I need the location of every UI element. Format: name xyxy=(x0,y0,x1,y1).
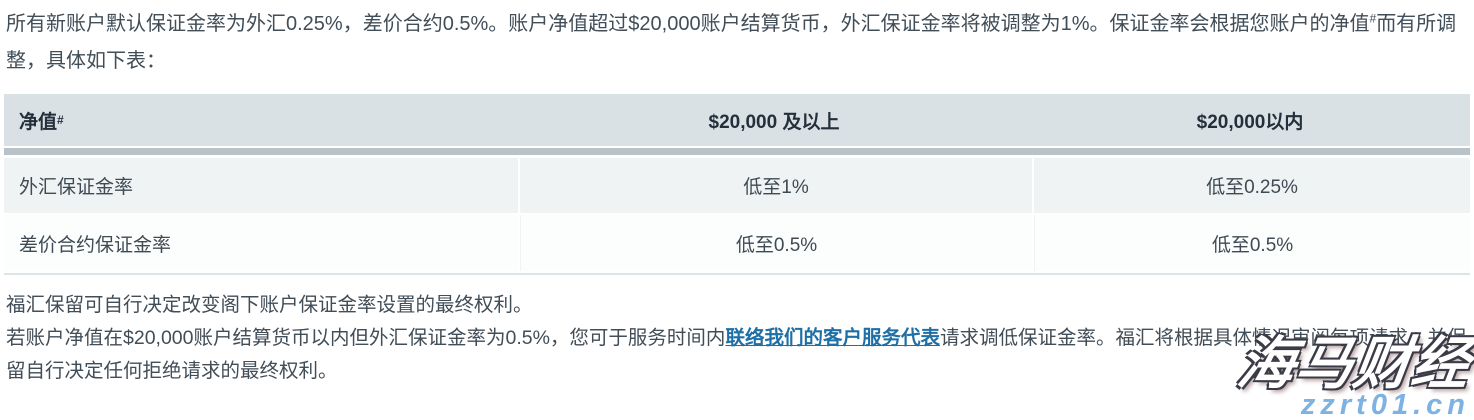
header-within-20000: $20,000以内 xyxy=(1196,111,1304,133)
row-label-forex-margin: 外汇保证金率 xyxy=(4,158,518,213)
table-bottom-border xyxy=(4,273,1470,275)
footer-text-after-link: 请求调低保证金率。福汇将根据具体情况审阅每项请求，并保留自行决定任何拒绝请求的最… xyxy=(6,327,1467,382)
net-value-footnote-marker: # xyxy=(1369,11,1377,26)
table-header-row: 净值 # $20,000 及以上 $20,000以内 xyxy=(4,94,1470,146)
footer-rights-line: 福汇保留可自行决定改变阁下账户保证金率设置的最终权利。 xyxy=(6,294,533,316)
header-net-value: 净值 # xyxy=(4,94,518,146)
header-above-20000: $20,000 及以上 xyxy=(708,111,840,133)
intro-text-before-sup: 所有新账户默认保证金率为外汇0.25%，差价合约0.5%。账户净值超过$20,0… xyxy=(6,13,1370,35)
margin-rate-table: 净值 # $20,000 及以上 $20,000以内 外汇保证金率 低至1% 低至… xyxy=(4,94,1470,275)
header-net-value-label: 净值 xyxy=(19,111,58,133)
forex-margin-within-20000: 低至0.25% xyxy=(1034,158,1470,213)
intro-text-after-sup: 而有所调整，具体如下表： xyxy=(6,13,1457,72)
table-row-forex-margin: 外汇保证金率 低至1% 低至0.25% xyxy=(4,158,1470,213)
table-row-cfd-margin: 差价合约保证金率 低至0.5% 低至0.5% xyxy=(4,215,1470,271)
footer-text-before-link: 若账户净值在$20,000账户结算货币以内但外汇保证金率为0.5%，您可于服务时… xyxy=(6,327,726,349)
row-label-cfd-margin: 差价合约保证金率 xyxy=(4,215,518,271)
forex-margin-above-20000: 低至1% xyxy=(520,158,1032,213)
cfd-margin-above-20000: 低至0.5% xyxy=(520,215,1032,271)
footer-legal-text: 福汇保留可自行决定改变阁下账户保证金率设置的最终权利。 若账户净值在$20,00… xyxy=(6,289,1468,388)
contact-customer-service-link[interactable]: 联络我们的客户服务代表 xyxy=(725,327,940,349)
intro-paragraph: 所有新账户默认保证金率为外汇0.25%，差价合约0.5%。账户净值超过$20,0… xyxy=(6,6,1468,80)
cfd-margin-within-20000: 低至0.5% xyxy=(1034,215,1470,271)
watermark-site-url: zzrt01.cn xyxy=(1300,389,1470,420)
footer-contact-paragraph: 若账户净值在$20,000账户结算货币以内但外汇保证金率为0.5%，您可于服务时… xyxy=(6,322,1468,388)
header-divider-band xyxy=(4,148,1470,155)
